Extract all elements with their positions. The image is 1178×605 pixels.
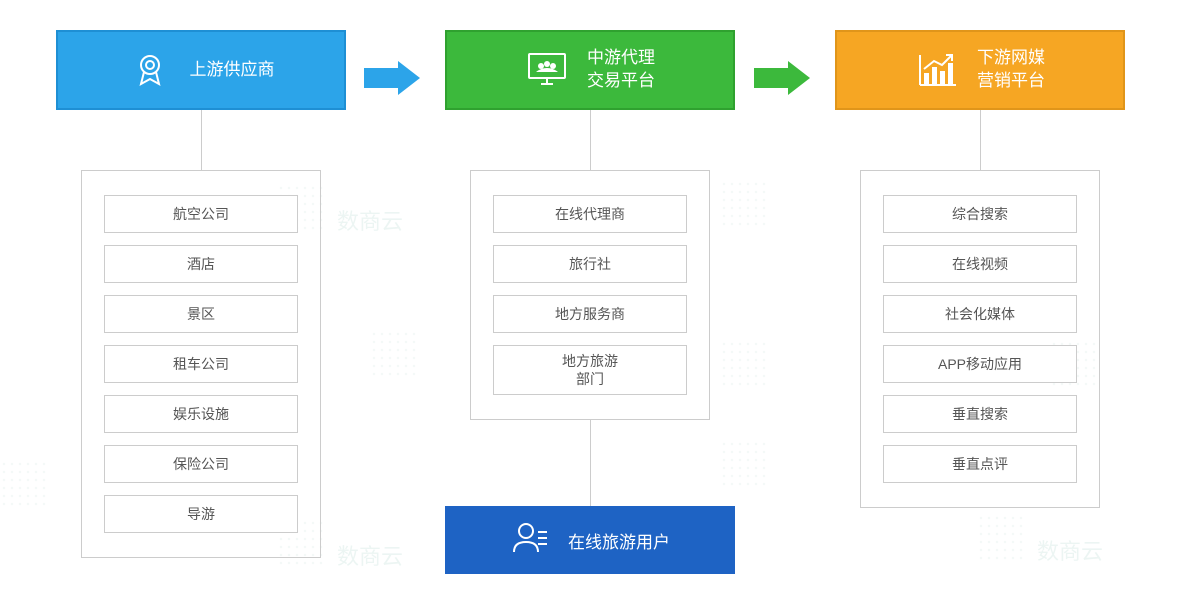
list-item: 在线视频: [883, 245, 1077, 283]
list-item: 综合搜索: [883, 195, 1077, 233]
list-item: 地方旅游 部门: [493, 345, 687, 395]
connector-downstream: [980, 110, 981, 170]
list-item: 社会化媒体: [883, 295, 1077, 333]
watermark: 数商云: [337, 539, 403, 571]
user-box: 在线旅游用户: [445, 506, 735, 574]
midstream-group: 在线代理商旅行社地方服务商地方旅游 部门: [470, 170, 710, 420]
midstream-header: 中游代理 交易平台: [445, 30, 735, 110]
upstream-title: 上游供应商: [190, 59, 275, 82]
downstream-header: 下游网媒 营销平台: [835, 30, 1125, 110]
watermark: 数商云: [337, 204, 403, 236]
list-item: APP移动应用: [883, 345, 1077, 383]
list-item: 在线代理商: [493, 195, 687, 233]
chart-icon: [915, 48, 959, 92]
connector-upstream: [201, 110, 202, 170]
list-item: 垂直搜索: [883, 395, 1077, 433]
user-box-title: 在线旅游用户: [568, 528, 670, 553]
list-item: 酒店: [104, 245, 298, 283]
list-item: 保险公司: [104, 445, 298, 483]
list-item: 导游: [104, 495, 298, 533]
monitor-icon: [525, 48, 569, 92]
upstream-header: 上游供应商: [56, 30, 346, 110]
award-icon: [128, 48, 172, 92]
list-item: 地方服务商: [493, 295, 687, 333]
list-item: 娱乐设施: [104, 395, 298, 433]
downstream-title: 下游网媒 营销平台: [977, 47, 1045, 93]
list-item: 租车公司: [104, 345, 298, 383]
connector-midstream: [590, 110, 591, 170]
midstream-title: 中游代理 交易平台: [587, 47, 655, 93]
downstream-group: 综合搜索在线视频社会化媒体 APP移动应用垂直搜索垂直点评: [860, 170, 1100, 508]
upstream-group: 航空公司酒店景区租车公司娱乐设施保险公司导游: [81, 170, 321, 558]
list-item: 旅行社: [493, 245, 687, 283]
list-item: 景区: [104, 295, 298, 333]
connector-mid-to-user: [590, 420, 591, 506]
user-icon: [510, 518, 550, 563]
watermark: 数商云: [1037, 534, 1103, 566]
list-item: 垂直点评: [883, 445, 1077, 483]
list-item: 航空公司: [104, 195, 298, 233]
